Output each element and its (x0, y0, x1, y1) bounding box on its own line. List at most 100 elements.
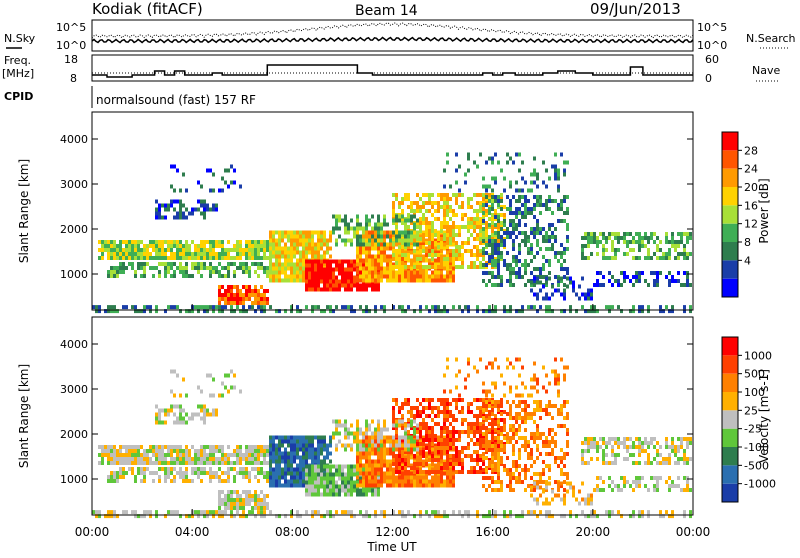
power-cell (227, 262, 230, 266)
velocity-cell (422, 418, 425, 422)
velocity-cell (461, 466, 464, 470)
velocity-cell (242, 502, 245, 506)
power-cell (482, 177, 485, 181)
velocity-cell (446, 430, 449, 434)
power-cell (488, 255, 491, 259)
power-cell (434, 247, 437, 251)
velocity-cell (368, 440, 371, 444)
velocity-cell (440, 442, 443, 446)
velocity-cell (452, 476, 455, 480)
velocity-cell (341, 477, 344, 481)
velocity-cell (236, 471, 239, 475)
power-cell (560, 243, 563, 247)
velocity-cell (392, 454, 395, 458)
power-cell (545, 231, 548, 235)
velocity-cell (104, 449, 107, 453)
power-cell (146, 262, 149, 266)
velocity-cell (251, 461, 254, 465)
power-cell (446, 197, 449, 201)
power-cell (173, 200, 176, 204)
power-cell (371, 288, 374, 292)
power-cell (566, 271, 569, 275)
power-cell (449, 241, 452, 245)
power-cell (608, 305, 611, 309)
power-cell (422, 275, 425, 279)
velocity-cell (452, 466, 455, 470)
velocity-cell (251, 506, 254, 510)
power-cell (509, 305, 512, 309)
power-cell (341, 272, 344, 276)
power-cell (338, 219, 341, 223)
power-cell (659, 305, 662, 309)
velocity-cell (497, 448, 500, 452)
velocity-cell (152, 479, 155, 483)
power-cell (251, 301, 254, 305)
power-cell (497, 231, 500, 235)
power-cell (293, 231, 296, 235)
power-cell (635, 232, 638, 236)
power-cell (182, 216, 185, 220)
power-cell (347, 260, 350, 264)
velocity-cell (392, 398, 395, 402)
power-cell (383, 215, 386, 219)
velocity-cell (440, 476, 443, 480)
power-cell (458, 257, 461, 261)
velocity-cell (353, 485, 356, 489)
power-cell (347, 280, 350, 284)
velocity-cell (467, 402, 470, 406)
power-cell (221, 240, 224, 244)
power-cell (179, 208, 182, 212)
velocity-cell (455, 450, 458, 454)
power-cell (395, 249, 398, 253)
power-cell (659, 271, 662, 275)
velocity-cell (350, 481, 353, 485)
velocity-cell (359, 464, 362, 468)
velocity-cell (236, 461, 239, 465)
power-cell (611, 232, 614, 236)
power-cell (296, 275, 299, 279)
power-cell (638, 240, 641, 244)
power-cell (362, 275, 365, 279)
power-cell (479, 201, 482, 205)
velocity-cell (536, 424, 539, 428)
power-cell (251, 289, 254, 293)
power-cell (551, 231, 554, 235)
velocity-cell (245, 445, 248, 449)
power-cell (197, 248, 200, 252)
power-cell (548, 277, 551, 281)
power-cell (371, 284, 374, 288)
velocity-cell (281, 452, 284, 456)
power-cell (239, 185, 242, 189)
power-cell (566, 227, 569, 231)
velocity-cell (410, 480, 413, 484)
velocity-cell (545, 464, 548, 468)
power-cell (431, 205, 434, 209)
power-cell (530, 207, 533, 211)
velocity-cell (350, 424, 353, 428)
power-cell (440, 225, 443, 229)
power-cell (443, 305, 446, 309)
power-cell (668, 279, 671, 283)
velocity-cell (194, 449, 197, 453)
power-cell (167, 208, 170, 212)
velocity-cell (515, 404, 518, 408)
velocity-cell (401, 426, 404, 430)
power-cell (560, 255, 563, 259)
power-cell (479, 249, 482, 253)
velocity-cell (305, 481, 308, 485)
power-cell (110, 270, 113, 274)
velocity-cell (224, 506, 227, 510)
velocity-cell (443, 422, 446, 426)
power-cell (602, 283, 605, 287)
power-cell (215, 204, 218, 208)
velocity-cell (398, 462, 401, 466)
velocity-cell (110, 449, 113, 453)
power-cell (218, 256, 221, 260)
power-cell (566, 207, 569, 211)
power-cell (338, 227, 341, 231)
velocity-cell (323, 436, 326, 440)
power-cell (263, 248, 266, 252)
velocity-cell (200, 449, 203, 453)
velocity-cell (164, 461, 167, 465)
power-cell (353, 231, 356, 235)
